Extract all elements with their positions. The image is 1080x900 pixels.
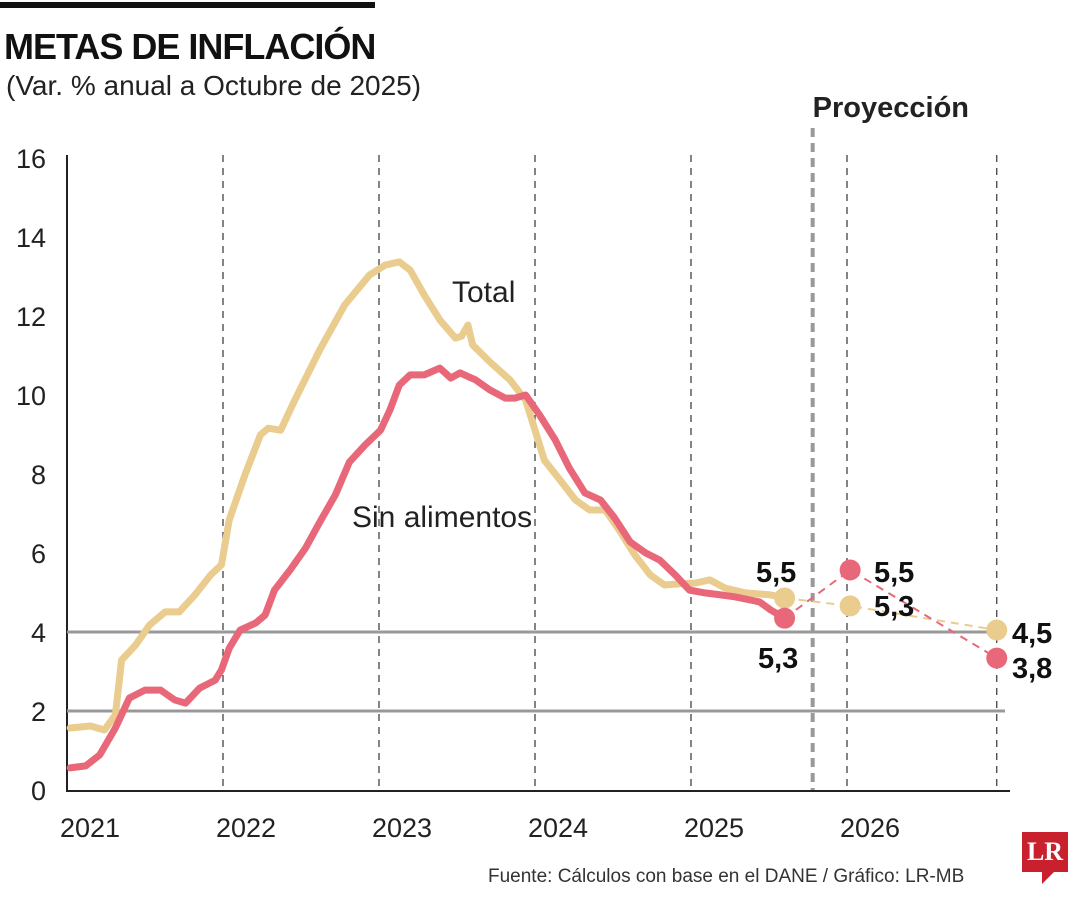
x-tick-label: 2024 — [528, 813, 588, 843]
point-value-label: 5,5 — [756, 557, 796, 589]
data-point — [986, 619, 1008, 641]
y-tick-label: 14 — [16, 223, 46, 253]
y-tick-label: 10 — [16, 381, 46, 411]
x-tick-label: 2022 — [216, 813, 276, 843]
chart-subtitle: (Var. % anual a Octubre de 2025) — [6, 70, 422, 101]
series-label-total: Total — [452, 276, 515, 309]
point-value-label: 5,5 — [874, 557, 914, 589]
top-rule — [0, 2, 375, 8]
data-point — [774, 607, 796, 629]
data-point — [774, 587, 796, 609]
data-point — [986, 647, 1008, 669]
x-tick-label: 2026 — [840, 813, 900, 843]
series-line-sin-alimentos — [66, 364, 789, 772]
lr-logo: LR — [1022, 832, 1068, 884]
y-tick-label: 2 — [31, 697, 46, 727]
y-tick-label: 12 — [16, 302, 46, 332]
point-value-label: 3,8 — [1012, 653, 1052, 685]
series-label-sin-alimentos: Sin alimentos — [352, 501, 532, 534]
y-tick-label: 8 — [31, 460, 46, 490]
source-note: Fuente: Cálculos con base en el DANE / G… — [488, 866, 965, 887]
x-tick-label: 2025 — [684, 813, 744, 843]
series-line-total — [66, 258, 789, 734]
point-value-label: 5,3 — [758, 643, 798, 675]
projection-label: Proyección — [813, 92, 969, 124]
y-tick-label: 4 — [31, 618, 46, 648]
data-point — [839, 595, 861, 617]
x-tick-label: 2021 — [60, 813, 120, 843]
point-value-label: 4,5 — [1012, 618, 1052, 650]
projection-line — [784, 597, 997, 632]
y-tick-label: 16 — [16, 144, 46, 174]
x-tick-label: 2023 — [372, 813, 432, 843]
chart-title: METAS DE INFLACIÓN — [4, 26, 376, 67]
data-point — [839, 559, 861, 581]
y-tick-label: 0 — [31, 776, 46, 806]
y-tick-label: 6 — [31, 539, 46, 569]
point-value-label: 5,3 — [874, 591, 914, 623]
